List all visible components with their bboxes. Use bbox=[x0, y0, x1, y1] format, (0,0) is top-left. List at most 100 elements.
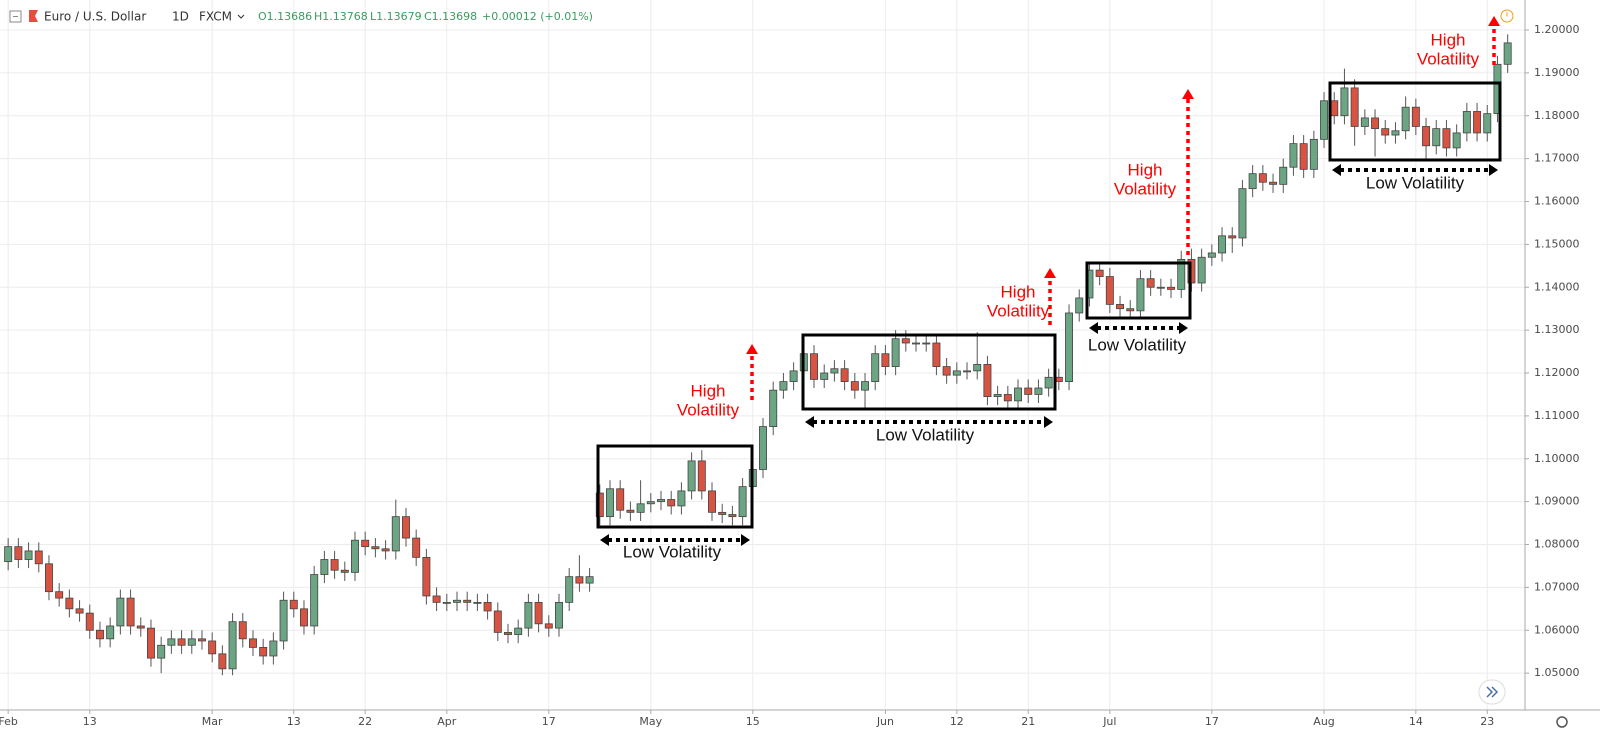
candle-body bbox=[1105, 276, 1114, 305]
annotation-low-volatility: Low Volatility bbox=[1088, 335, 1187, 354]
candle-body bbox=[585, 576, 594, 584]
alert-icon[interactable] bbox=[1500, 9, 1514, 23]
candle-body bbox=[269, 640, 278, 657]
candle-body bbox=[544, 623, 553, 629]
candle-body bbox=[687, 460, 696, 492]
candle-body bbox=[75, 608, 84, 614]
candle-body bbox=[493, 610, 502, 633]
x-tick-label: 14 bbox=[1409, 715, 1423, 728]
candle-body bbox=[55, 591, 64, 599]
candle-body bbox=[198, 638, 206, 642]
candle-body bbox=[993, 394, 1002, 397]
candle-body bbox=[820, 372, 829, 380]
x-tick-label: 23 bbox=[1480, 715, 1494, 728]
y-tick-label: 1.11000 bbox=[1534, 409, 1580, 422]
candle-body bbox=[1065, 312, 1074, 382]
candle-body bbox=[95, 629, 104, 640]
candle-body bbox=[473, 601, 482, 604]
candle-body bbox=[320, 559, 329, 575]
flag-icon bbox=[29, 10, 38, 22]
collapse-button[interactable] bbox=[9, 10, 22, 23]
annotation-high-volatility: Volatility bbox=[987, 301, 1050, 320]
candle-body bbox=[1309, 138, 1318, 170]
candle-body bbox=[310, 574, 319, 627]
arrow-head bbox=[741, 534, 750, 546]
annotation-low-volatility: Low Volatility bbox=[623, 542, 722, 561]
candle-body bbox=[1116, 304, 1125, 310]
candle-body bbox=[952, 370, 961, 376]
candle-body bbox=[85, 612, 94, 631]
candle-body bbox=[1483, 113, 1492, 134]
annotation-high-volatility: Volatility bbox=[1114, 179, 1177, 198]
candle-body bbox=[1095, 269, 1104, 277]
candle-body bbox=[351, 539, 359, 573]
candle-body bbox=[1044, 376, 1053, 389]
candle-body bbox=[412, 537, 421, 558]
candle-body bbox=[228, 621, 237, 670]
candle-body bbox=[1371, 117, 1380, 130]
candle-body bbox=[1014, 387, 1022, 402]
candle-body bbox=[1146, 278, 1155, 288]
source[interactable]: FXCM bbox=[199, 10, 232, 24]
candle-body bbox=[850, 381, 859, 391]
candle-body bbox=[1462, 111, 1471, 134]
candle-body bbox=[697, 460, 706, 492]
candle-body bbox=[565, 576, 574, 603]
range-box bbox=[1328, 81, 1502, 162]
candle-body bbox=[208, 640, 217, 655]
candle-body bbox=[932, 342, 941, 367]
candle-body bbox=[942, 366, 951, 376]
candle-body bbox=[1432, 128, 1441, 147]
candle-body bbox=[1320, 100, 1329, 140]
candle-body bbox=[432, 595, 441, 603]
candle-body bbox=[1391, 130, 1400, 136]
candle-body bbox=[1156, 286, 1165, 289]
candle-body bbox=[1136, 278, 1145, 312]
dropdown-icon[interactable] bbox=[237, 14, 245, 19]
candle-body bbox=[759, 426, 767, 470]
arrow-head bbox=[1179, 322, 1188, 334]
scroll-icon bbox=[1486, 686, 1499, 698]
candle-body bbox=[1340, 87, 1349, 117]
range-box bbox=[801, 333, 1057, 411]
y-tick-label: 1.18000 bbox=[1534, 109, 1580, 122]
candle-body bbox=[1411, 106, 1420, 127]
annotation-high-volatility: High bbox=[1431, 30, 1466, 49]
candle-body bbox=[391, 516, 400, 552]
annotation-high-volatility: High bbox=[691, 381, 726, 400]
candle-body bbox=[453, 599, 461, 603]
y-tick-label: 1.10000 bbox=[1534, 452, 1580, 465]
candle-body bbox=[218, 653, 227, 670]
candle-body bbox=[136, 625, 145, 629]
candle-body bbox=[126, 597, 135, 627]
y-tick-label: 1.07000 bbox=[1534, 580, 1580, 593]
candle-body bbox=[167, 638, 176, 646]
interval[interactable]: 1D bbox=[172, 10, 189, 24]
candle-body bbox=[646, 501, 655, 505]
settings-icon[interactable] bbox=[1556, 716, 1568, 728]
candle-body bbox=[728, 514, 737, 518]
candle-body bbox=[442, 601, 451, 604]
candle-body bbox=[1228, 235, 1237, 239]
candle-body bbox=[1218, 235, 1227, 254]
candle-body bbox=[381, 548, 390, 552]
candle-body bbox=[1503, 42, 1512, 65]
candle-body bbox=[555, 601, 563, 629]
candle-body bbox=[677, 490, 686, 507]
candle-body bbox=[789, 370, 798, 382]
candle-body bbox=[575, 576, 584, 584]
candle-body bbox=[534, 601, 543, 625]
candle-body bbox=[1197, 256, 1206, 284]
candle-body bbox=[636, 503, 645, 513]
x-tick-label: Aug bbox=[1313, 715, 1334, 728]
candle-body bbox=[738, 486, 747, 518]
candle-body bbox=[1330, 100, 1339, 117]
x-tick-label: 21 bbox=[1021, 715, 1035, 728]
candle-body bbox=[1003, 394, 1012, 402]
candle-body bbox=[4, 546, 13, 563]
symbol[interactable]: Euro / U.S. Dollar bbox=[44, 10, 146, 24]
candle-body bbox=[595, 492, 604, 518]
candle-body bbox=[1024, 387, 1033, 395]
x-tick-label: May bbox=[639, 715, 662, 728]
